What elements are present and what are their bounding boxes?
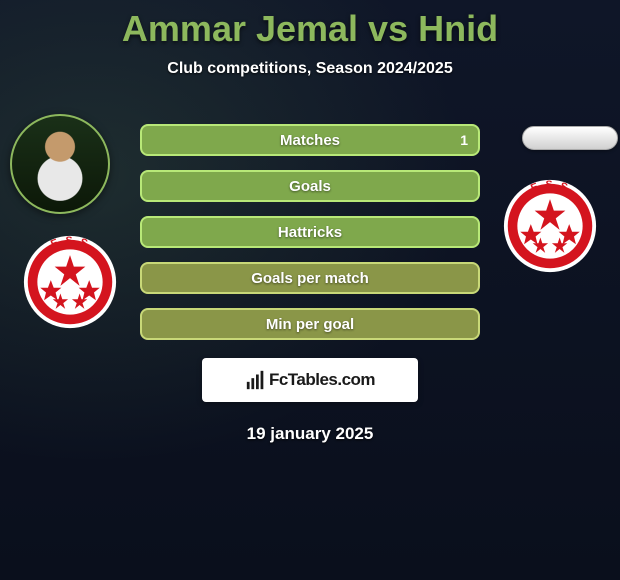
stat-label: Min per goal [266,316,354,333]
stat-label: Hattricks [278,224,342,241]
stat-bar-mpg: Min per goal [140,308,480,340]
bars-chart-icon [245,369,267,391]
stat-label: Goals [289,178,331,195]
stat-bar-gpm: Goals per match [140,262,480,294]
club-badge-right: E.S.S [502,178,598,274]
content-wrapper: Ammar Jemal vs Hnid Club competitions, S… [0,0,620,444]
stat-bars: Matches 1 Goals Hattricks Goals per matc… [140,124,480,340]
player-right-pill [522,126,618,150]
club-badge-left: E.S.S [22,234,118,330]
player-left-avatar [10,114,110,214]
date-label: 19 january 2025 [0,424,620,444]
stat-bar-matches: Matches 1 [140,124,480,156]
stat-bar-hattricks: Hattricks [140,216,480,248]
stat-bar-goals: Goals [140,170,480,202]
logo-text: FcTables.com [269,370,375,390]
subtitle: Club competitions, Season 2024/2025 [0,60,620,78]
source-logo: FcTables.com [202,358,418,402]
stat-label: Goals per match [251,270,369,287]
stat-right-value: 1 [460,132,468,148]
stat-label: Matches [280,132,340,149]
ess-badge-icon: E.S.S [22,234,118,330]
page-title: Ammar Jemal vs Hnid [0,8,620,50]
ess-badge-icon: E.S.S [502,178,598,274]
